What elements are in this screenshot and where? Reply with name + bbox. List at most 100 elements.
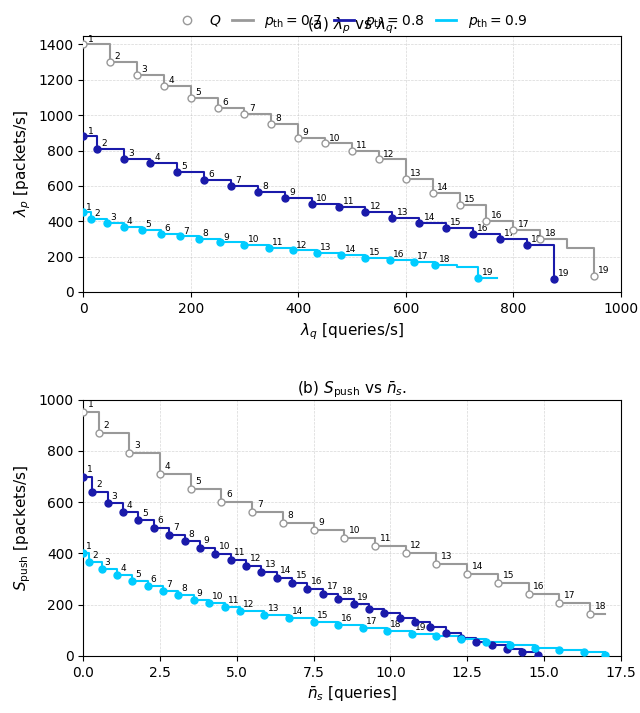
Text: 2: 2 (92, 550, 98, 560)
Text: 4: 4 (120, 564, 125, 573)
Text: 6: 6 (209, 170, 214, 179)
Text: 11: 11 (343, 198, 355, 206)
Text: 5: 5 (136, 570, 141, 578)
Text: 4: 4 (155, 153, 161, 162)
Text: 7: 7 (183, 227, 189, 235)
Text: 7: 7 (166, 580, 172, 588)
Text: 3: 3 (128, 148, 134, 158)
Text: 1: 1 (86, 543, 92, 551)
Text: 18: 18 (595, 602, 606, 610)
Text: 10: 10 (219, 543, 230, 551)
Text: 12: 12 (410, 541, 422, 550)
Text: 1: 1 (88, 401, 93, 409)
Text: 19: 19 (415, 623, 426, 632)
Text: 15: 15 (369, 248, 380, 257)
Text: 4: 4 (168, 76, 174, 85)
Text: 17: 17 (366, 617, 378, 626)
Text: 14: 14 (292, 607, 303, 616)
Text: 9: 9 (289, 188, 295, 198)
Text: 18: 18 (531, 235, 543, 245)
Text: 19: 19 (598, 266, 610, 275)
Text: 10: 10 (349, 526, 360, 535)
Text: 16: 16 (477, 224, 489, 232)
Text: 2: 2 (96, 481, 102, 489)
Text: 15: 15 (317, 610, 328, 620)
Text: 9: 9 (204, 536, 209, 545)
Text: 17: 17 (504, 229, 516, 238)
Text: 12: 12 (370, 202, 381, 210)
Text: 16: 16 (341, 614, 353, 623)
Text: 14: 14 (424, 213, 435, 222)
Text: 6: 6 (226, 490, 232, 499)
Text: 17: 17 (326, 583, 338, 591)
Text: 11: 11 (380, 533, 391, 543)
Text: 10: 10 (248, 235, 259, 245)
Text: 12: 12 (383, 150, 394, 158)
Text: 4: 4 (164, 462, 170, 471)
Text: 18: 18 (438, 255, 450, 264)
Text: 16: 16 (491, 211, 502, 220)
Text: 13: 13 (320, 243, 332, 252)
Text: 1: 1 (88, 126, 93, 135)
Text: 1: 1 (88, 35, 93, 43)
Text: 8: 8 (188, 530, 194, 538)
Text: 10: 10 (316, 194, 328, 202)
Text: 9: 9 (223, 232, 229, 242)
Text: 9: 9 (197, 588, 203, 597)
Text: 11: 11 (228, 596, 239, 605)
Text: 1: 1 (86, 202, 92, 212)
Text: 12: 12 (250, 554, 261, 563)
Text: 5: 5 (142, 508, 148, 518)
Text: 2: 2 (103, 421, 109, 430)
Text: 17: 17 (518, 220, 529, 229)
Text: 7: 7 (257, 501, 262, 509)
Text: 17: 17 (564, 591, 575, 600)
Y-axis label: $S_\mathrm{push}$ [packets/s]: $S_\mathrm{push}$ [packets/s] (12, 465, 33, 591)
Text: 13: 13 (441, 552, 452, 560)
Text: 6: 6 (157, 516, 163, 525)
Text: 15: 15 (451, 218, 462, 227)
X-axis label: $\lambda_q$ [queries/s]: $\lambda_q$ [queries/s] (300, 322, 404, 342)
Text: 2: 2 (115, 52, 120, 61)
Text: 17: 17 (417, 252, 429, 261)
Text: 3: 3 (105, 558, 111, 567)
Text: 10: 10 (330, 133, 341, 143)
Text: 9: 9 (318, 518, 324, 528)
Text: 5: 5 (195, 88, 201, 97)
Text: 15: 15 (502, 571, 514, 580)
Text: 14: 14 (472, 562, 483, 571)
Text: 11: 11 (356, 140, 368, 150)
Title: (b) $S_\mathrm{push}$ vs $\bar{n}_s$.: (b) $S_\mathrm{push}$ vs $\bar{n}_s$. (297, 379, 407, 399)
Text: 8: 8 (262, 183, 268, 191)
Text: 18: 18 (390, 620, 402, 629)
Text: 12: 12 (296, 241, 307, 250)
Title: (a) $\lambda_p$ vs $\lambda_q$.: (a) $\lambda_p$ vs $\lambda_q$. (307, 15, 397, 36)
Text: 11: 11 (272, 238, 284, 247)
Text: 5: 5 (195, 477, 201, 486)
Text: 2: 2 (95, 209, 100, 218)
Text: 11: 11 (234, 548, 246, 558)
Text: 16: 16 (311, 578, 323, 586)
Text: 9: 9 (303, 128, 308, 138)
Text: 4: 4 (127, 217, 132, 226)
Text: 3: 3 (141, 65, 147, 73)
Text: 15: 15 (296, 571, 307, 580)
Text: 12: 12 (243, 600, 254, 609)
Text: 7: 7 (173, 523, 179, 533)
Text: 6: 6 (222, 98, 228, 107)
Text: 15: 15 (464, 195, 476, 205)
Text: 6: 6 (151, 575, 157, 584)
Text: 7: 7 (249, 104, 255, 113)
Text: 18: 18 (545, 229, 556, 238)
Text: 19: 19 (357, 593, 369, 602)
Text: 16: 16 (533, 583, 545, 591)
Legend: $Q$, $p_\mathrm{th} = 0.7$, $p_\mathrm{th} = 0.8$, $p_\mathrm{th} = 0.9$: $Q$, $p_\mathrm{th} = 0.7$, $p_\mathrm{t… (172, 7, 532, 35)
Text: 5: 5 (182, 162, 188, 171)
Text: 3: 3 (134, 441, 140, 451)
Text: 18: 18 (342, 588, 353, 597)
Text: 14: 14 (344, 245, 356, 255)
Text: 5: 5 (145, 220, 151, 230)
Text: 19: 19 (481, 268, 493, 277)
Text: 3: 3 (111, 492, 117, 501)
Text: 8: 8 (182, 585, 188, 593)
